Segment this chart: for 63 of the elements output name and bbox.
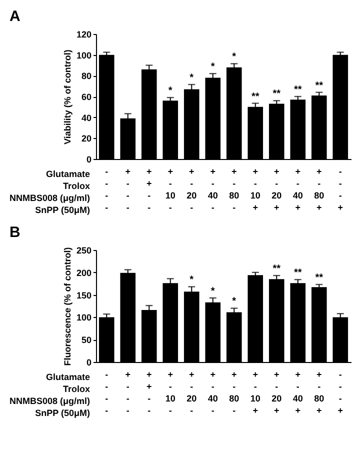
chart-title: B xyxy=(9,224,20,241)
x-tick-label: + - 10 - xyxy=(165,370,176,416)
data-label: ** xyxy=(294,268,302,279)
x-tick-label: + - 10 - xyxy=(165,166,176,212)
data-label: ** xyxy=(272,88,281,100)
data-label: ** xyxy=(294,84,302,96)
x-tick-label: - - - + xyxy=(338,370,344,416)
data-label: ** xyxy=(251,91,260,102)
text: SnPP (50μM) xyxy=(35,408,90,418)
x-tick-label: + - 40 - xyxy=(208,370,218,416)
data-label: * xyxy=(210,286,215,297)
y-tick-label: 20 xyxy=(81,134,92,144)
x-tick-label: - - - - xyxy=(105,370,108,416)
y-tick-label: 0 xyxy=(86,358,92,368)
y-tick-label: 60 xyxy=(81,92,92,102)
text: NNMBS008 (μg/ml) xyxy=(9,396,90,406)
data-label: * xyxy=(168,86,172,97)
y-tick-label: 200 xyxy=(76,268,92,278)
x-tick-label: + + - - xyxy=(146,166,152,212)
y-axis-title: Fluorescence (% of control) xyxy=(62,247,72,366)
x-tick-label: + - 80 - xyxy=(229,166,240,212)
y-tick-label: 120 xyxy=(76,30,92,40)
text: SnPP (50μM) xyxy=(35,205,90,215)
text: Glutamate xyxy=(46,372,90,382)
x-tick-label: + - 40 + xyxy=(292,370,303,416)
y-tick-label: 100 xyxy=(76,312,92,323)
text: Trolox xyxy=(62,384,90,394)
x-tick-label: - - - + xyxy=(338,166,344,212)
x-tick-label: + - 10 + xyxy=(250,370,260,416)
data-label: * xyxy=(232,296,236,308)
y-tick-label: 100 xyxy=(76,50,92,60)
text: Glutamate xyxy=(46,169,90,179)
y-axis-title: Viability (% of control) xyxy=(62,50,72,144)
x-tick-label: + - 80 + xyxy=(314,166,324,212)
x-tick-label: + - 40 + xyxy=(292,166,303,212)
x-tick-label: + + - - xyxy=(146,370,152,416)
text: NNMBS008 (μg/ml) xyxy=(9,193,90,203)
x-tick-label: + - 20 - xyxy=(186,370,197,416)
x-tick-label: + - 20 + xyxy=(272,370,282,416)
x-tick-label: + - 80 - xyxy=(229,370,240,416)
data-label: ** xyxy=(315,272,324,284)
x-tick-label: + - 10 + xyxy=(250,166,260,212)
chart-title: A xyxy=(9,8,20,25)
x-tick-label: + - 40 - xyxy=(208,166,218,212)
y-tick-label: 150 xyxy=(76,290,92,300)
x-tick-label: + - 80 + xyxy=(314,370,324,416)
y-tick-label: 250 xyxy=(76,246,92,256)
x-tick-label: + - 20 + xyxy=(272,166,282,212)
data-label: * xyxy=(232,52,236,63)
y-tick-label: 50 xyxy=(81,335,92,346)
x-tick-label: + - 20 - xyxy=(186,166,197,212)
y-tick-label: 40 xyxy=(81,112,92,123)
data-label: ** xyxy=(315,80,324,92)
text: Trolox xyxy=(62,181,90,191)
data-label: ** xyxy=(272,264,281,275)
x-tick-label: - - - - xyxy=(105,166,108,212)
x-tick-label: + - - - xyxy=(125,370,131,416)
data-label: * xyxy=(190,72,194,84)
y-tick-label: 0 xyxy=(86,154,92,164)
data-label: * xyxy=(210,62,215,73)
x-tick-label: + - - - xyxy=(125,166,131,212)
y-tick-label: 80 xyxy=(81,71,92,82)
data-label: * xyxy=(190,274,194,286)
